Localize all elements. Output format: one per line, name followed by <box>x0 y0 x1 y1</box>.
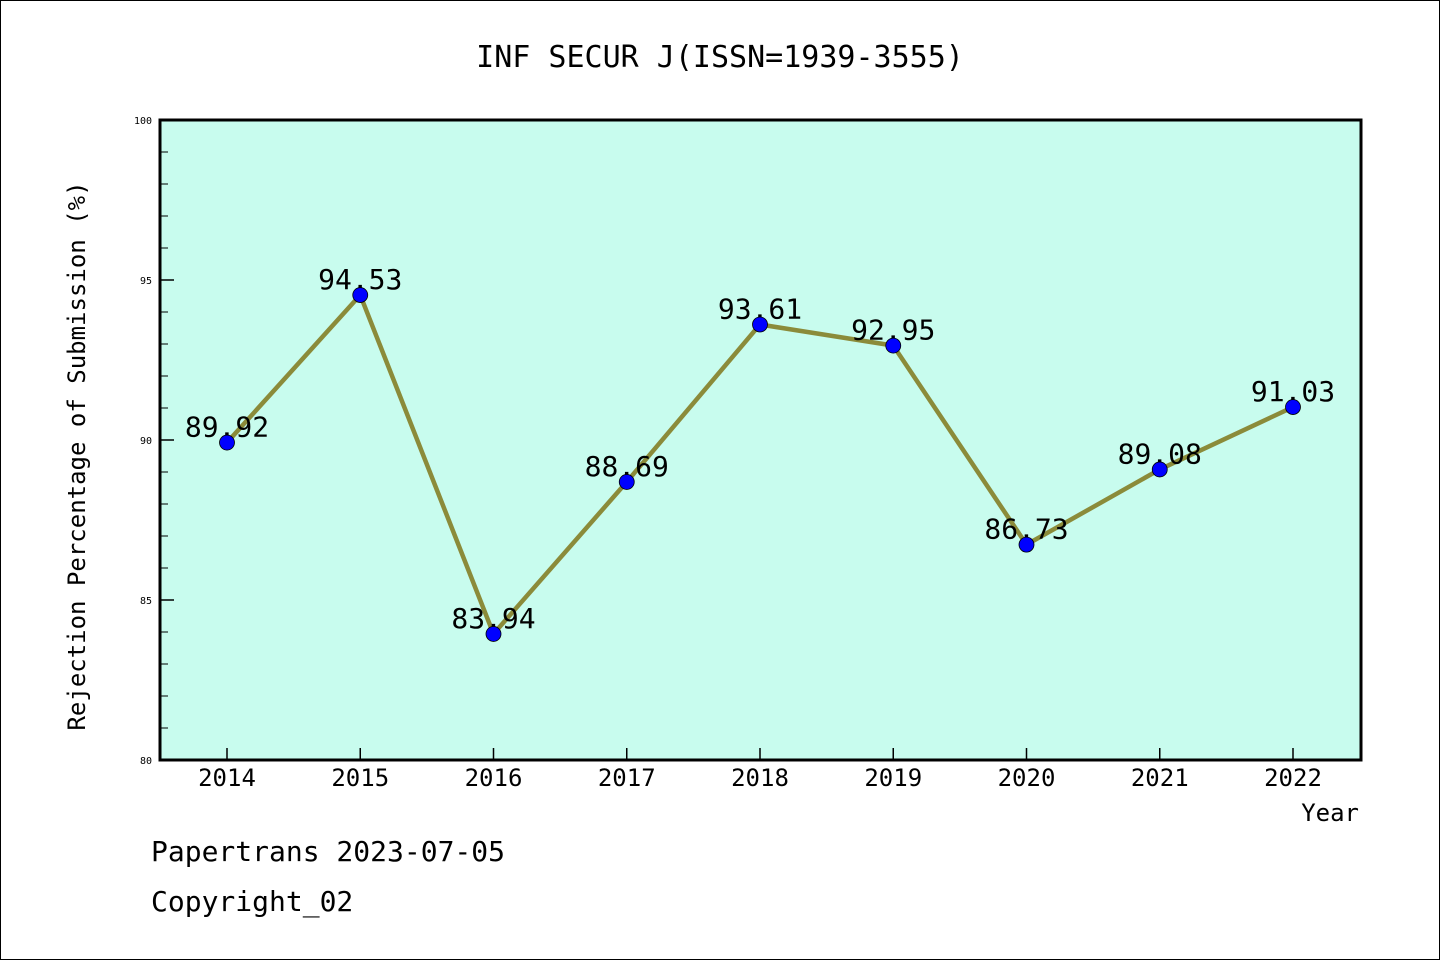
x-axis-ticks: 2014 2015 2016 2017 2018 2019 2020 2021 2022 <box>198 748 1322 792</box>
data-point <box>618 474 635 490</box>
x-tick-label: 2019 <box>864 764 922 792</box>
series-markers <box>219 287 1301 642</box>
data-point <box>485 626 502 642</box>
x-tick-label: 2017 <box>598 764 656 792</box>
y-tick-label: 90 <box>140 436 152 447</box>
data-point <box>1151 461 1168 478</box>
y-tick-label: 100 <box>134 116 152 127</box>
x-tick-label: 2022 <box>1264 764 1322 792</box>
y-tick-label: 85 <box>140 596 152 607</box>
data-point <box>219 434 235 451</box>
x-tick-label: 2016 <box>465 764 523 792</box>
x-tick-label: 2020 <box>998 764 1056 792</box>
data-point <box>885 337 902 354</box>
data-point <box>352 287 369 303</box>
plot-area <box>158 118 1363 762</box>
x-tick-label: 2018 <box>731 764 789 792</box>
y-axis-ticks: 80 85 90 95 100 <box>134 116 174 767</box>
x-tick-label: 2015 <box>331 764 389 792</box>
x-axis-label: Year <box>1301 799 1359 827</box>
data-point <box>752 316 768 333</box>
data-point <box>1285 399 1301 415</box>
y-tick-label: 95 <box>140 276 152 287</box>
chart-title: INF SECUR J(ISSN=1939-3555) <box>476 40 964 75</box>
footer-copyright: Copyright_02 <box>151 885 354 918</box>
y-axis-label: Rejection Percentage of Submission (%) <box>63 181 91 730</box>
x-tick-label: 2021 <box>1131 764 1189 792</box>
data-point <box>1018 536 1035 553</box>
footer-date: Papertrans 2023-07-05 <box>151 835 506 868</box>
x-tick-label: 2014 <box>198 764 256 792</box>
y-tick-label: 80 <box>140 756 152 767</box>
